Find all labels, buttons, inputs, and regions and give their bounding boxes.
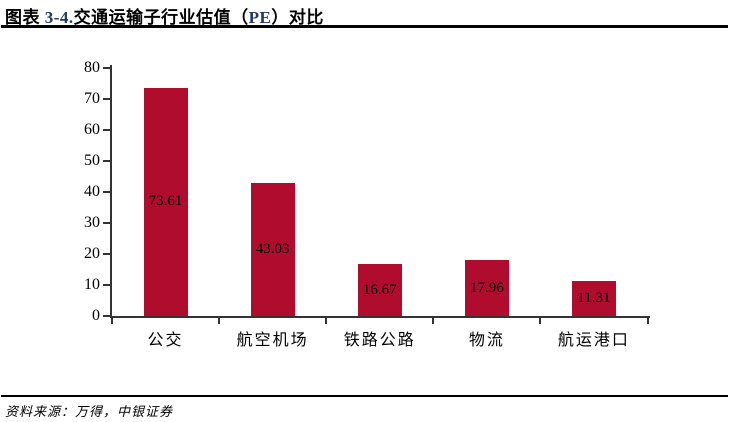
y-tick [103,98,110,100]
y-axis-label: 60 [84,121,100,138]
bar [250,182,295,316]
x-axis-line [110,316,650,318]
y-tick [103,129,110,131]
bar [357,264,402,316]
y-tick [103,67,110,69]
figure-title: 图表 3-4.交通运输子行业估值（PE）对比 [5,3,324,28]
bar-value-label: 17.96 [469,279,504,296]
x-axis-label: 公交 [147,332,184,349]
x-tick [646,318,649,324]
y-axis-label: 20 [84,245,100,262]
figure-number: 3-4. [44,8,74,27]
bar-value-label: 16.67 [362,281,397,298]
x-axis-label: 航运港口 [557,332,630,349]
bar [571,280,616,316]
x-tick [325,318,328,324]
figure-title-pe: PE [248,8,272,27]
x-axis-label: 铁路公路 [343,332,416,349]
source-note: 资料来源：万得，中银证券 [5,404,174,419]
figure-title-prefix: 图表 [5,8,45,27]
y-tick [103,253,110,255]
y-tick [103,222,110,224]
figure-title-main: 交通运输子行业估值（ [73,8,249,27]
figure-title-suffix: ）对比 [271,8,324,27]
y-axis-label: 30 [84,214,100,231]
title-divider [1,25,728,28]
y-axis-label: 50 [84,152,100,169]
y-axis-label: 80 [84,59,100,76]
bar-value-label: 11.31 [577,289,611,306]
x-axis-label: 物流 [468,332,505,349]
bar-value-label: 43.03 [255,240,290,257]
x-tick [218,318,221,324]
source-divider [1,395,728,397]
x-tick [111,318,113,324]
x-tick [432,318,435,324]
y-axis-line [110,65,112,318]
y-tick [103,191,110,193]
y-axis-label: 40 [84,183,100,200]
bar-value-label: 73.61 [148,193,183,210]
y-axis-label: 70 [84,90,100,107]
y-axis-label: 0 [92,307,100,324]
y-tick [103,160,110,162]
y-axis-label: 10 [84,276,100,293]
x-axis-label: 航空机场 [236,332,309,349]
y-tick [103,315,110,317]
bar [143,87,188,316]
x-tick [539,318,542,324]
y-tick [103,284,110,286]
bar [464,260,509,316]
